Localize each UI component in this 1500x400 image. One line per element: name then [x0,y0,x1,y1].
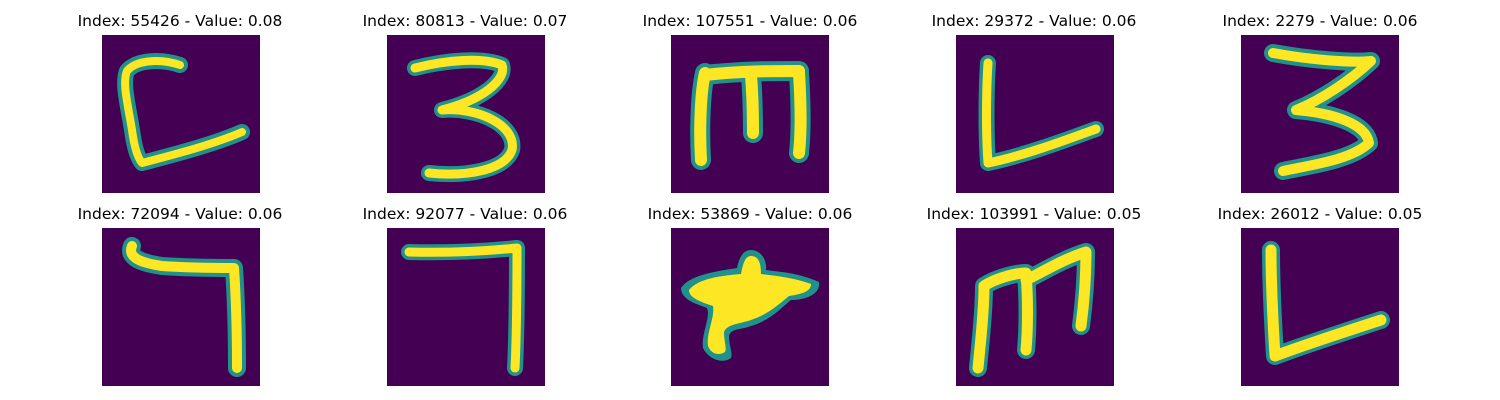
digit-image [387,35,545,193]
panel-title: Index: 2279 - Value: 0.06 [1222,12,1418,30]
panel-title: Index: 55426 - Value: 0.08 [77,12,283,30]
l-shape-glyph [978,55,1104,171]
digit-image [387,228,545,386]
seven-glyph [401,240,525,376]
three-glyph [407,52,521,183]
digit-image [102,228,260,386]
panel-title: Index: 72094 - Value: 0.06 [77,205,283,223]
digit-image [956,228,1114,386]
panel-title: Index: 92077 - Value: 0.06 [362,205,568,223]
panel-title: Index: 80813 - Value: 0.07 [362,12,568,30]
digit-image [671,35,829,193]
panel-title: Index: 29372 - Value: 0.06 [931,12,1137,30]
digit-image [102,35,260,193]
digit-image [956,35,1114,193]
panel-title: Index: 53869 - Value: 0.06 [647,205,853,223]
digit-image [1241,35,1399,193]
l-wide-glyph [1262,241,1390,365]
digit-image [1241,228,1399,386]
m-script-glyph [969,243,1095,377]
c-shape-glyph [117,53,250,171]
three-angular-glyph [1264,44,1380,180]
panel-title: Index: 26012 - Value: 0.05 [1217,205,1423,223]
panel-title: Index: 103991 - Value: 0.05 [926,205,1142,223]
panel-title: Index: 107551 - Value: 0.06 [642,12,858,30]
m-rotated-glyph [690,61,811,170]
digit-image [671,228,829,386]
blob-glyph [681,250,820,361]
seven-curl-glyph [122,237,246,377]
